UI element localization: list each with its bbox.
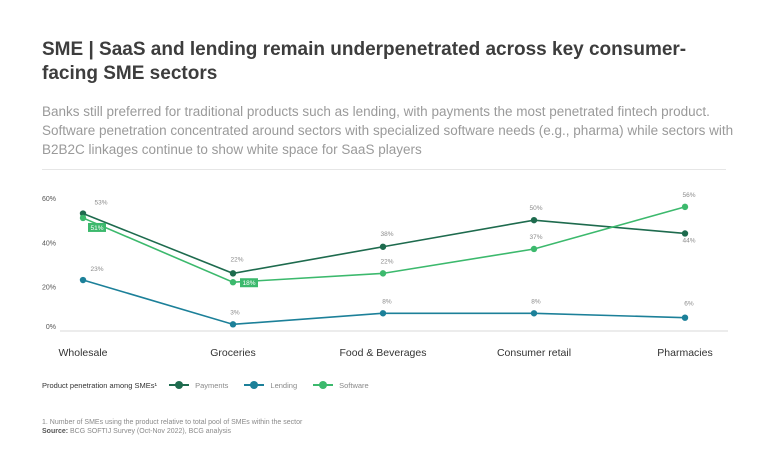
data-point-lending xyxy=(379,310,387,317)
data-point-lending xyxy=(530,310,538,317)
data-label-software: 51% xyxy=(90,225,103,232)
source-label: Source: xyxy=(42,428,69,435)
line-chart: 60% 40% 20% 0% Wholesale Groceries Food & Beve… xyxy=(42,192,728,359)
data-point-software xyxy=(229,279,237,286)
data-point-payments xyxy=(79,210,87,217)
data-label-lending: 8% xyxy=(382,298,392,305)
chart-title: SME | SaaS and lending remain underpenet… xyxy=(42,39,687,84)
y-tick-label: 20% xyxy=(42,285,56,292)
data-label-lending: 3% xyxy=(230,309,240,316)
source-line: Source: BCG SOFTIJ Survey (Oct-Nov 2022)… xyxy=(42,427,302,436)
data-label-payments: 44% xyxy=(682,237,695,244)
legend-label-payments: Payments xyxy=(195,380,229,390)
data-label-badge-software xyxy=(240,278,258,288)
y-tick-label: 60% xyxy=(42,196,56,203)
source-text: BCG SOFTIJ Survey (Oct-Nov 2022), BCG an… xyxy=(70,428,232,435)
data-label-software: 18% xyxy=(242,280,255,287)
data-point-payments xyxy=(681,230,689,237)
data-point-software xyxy=(79,214,87,222)
data-label-lending: 8% xyxy=(531,298,541,305)
data-label-software: 22% xyxy=(380,258,393,265)
data-label-badge-software xyxy=(88,222,106,232)
data-point-payments xyxy=(229,270,237,277)
legend-item-lending: Lending xyxy=(244,380,297,390)
x-category-label: Wholesale xyxy=(58,347,107,359)
legend-label-software: Software xyxy=(339,380,369,390)
data-label-lending: 6% xyxy=(684,301,694,308)
data-label-software: 37% xyxy=(529,234,542,241)
data-label-payments: 22% xyxy=(230,256,243,263)
data-label-payments: 50% xyxy=(529,205,542,212)
data-point-lending xyxy=(229,321,237,328)
legend: Product penetration among SMEs¹ Payments… xyxy=(42,380,385,390)
legend-title: Product penetration among SMEs¹ xyxy=(42,380,158,390)
legend-swatch-software xyxy=(313,380,334,390)
x-category-label: Food & Beverages xyxy=(340,347,427,359)
data-label-payments: 53% xyxy=(94,200,107,207)
legend-swatch-payments xyxy=(169,380,190,390)
chart-subtitle: Banks still preferred for traditional pr… xyxy=(42,104,734,157)
data-point-lending xyxy=(79,276,87,284)
y-tick-label: 40% xyxy=(42,240,56,247)
legend-item-payments: Payments xyxy=(169,380,228,390)
x-category-label: Groceries xyxy=(210,347,256,359)
data-point-payments xyxy=(530,216,538,224)
legend-label-lending: Lending xyxy=(270,380,298,390)
data-label-payments: 38% xyxy=(380,231,393,238)
divider xyxy=(42,169,726,170)
legend-item-software: Software xyxy=(313,380,369,390)
data-point-payments xyxy=(379,243,387,250)
x-category-label: Pharmacies xyxy=(657,347,712,359)
footnote-block: 1. Number of SMEs using the product rela… xyxy=(42,418,302,436)
data-point-lending xyxy=(681,314,689,321)
y-tick-label: 0% xyxy=(46,324,56,331)
data-point-software xyxy=(530,245,538,253)
data-label-software: 56% xyxy=(682,192,695,199)
legend-swatch-lending xyxy=(244,380,265,390)
x-category-label: Consumer retail xyxy=(497,347,571,359)
footnote: 1. Number of SMEs using the product rela… xyxy=(42,419,303,426)
data-label-lending: 23% xyxy=(90,266,103,273)
data-point-software xyxy=(379,270,387,277)
data-point-software xyxy=(681,203,689,211)
